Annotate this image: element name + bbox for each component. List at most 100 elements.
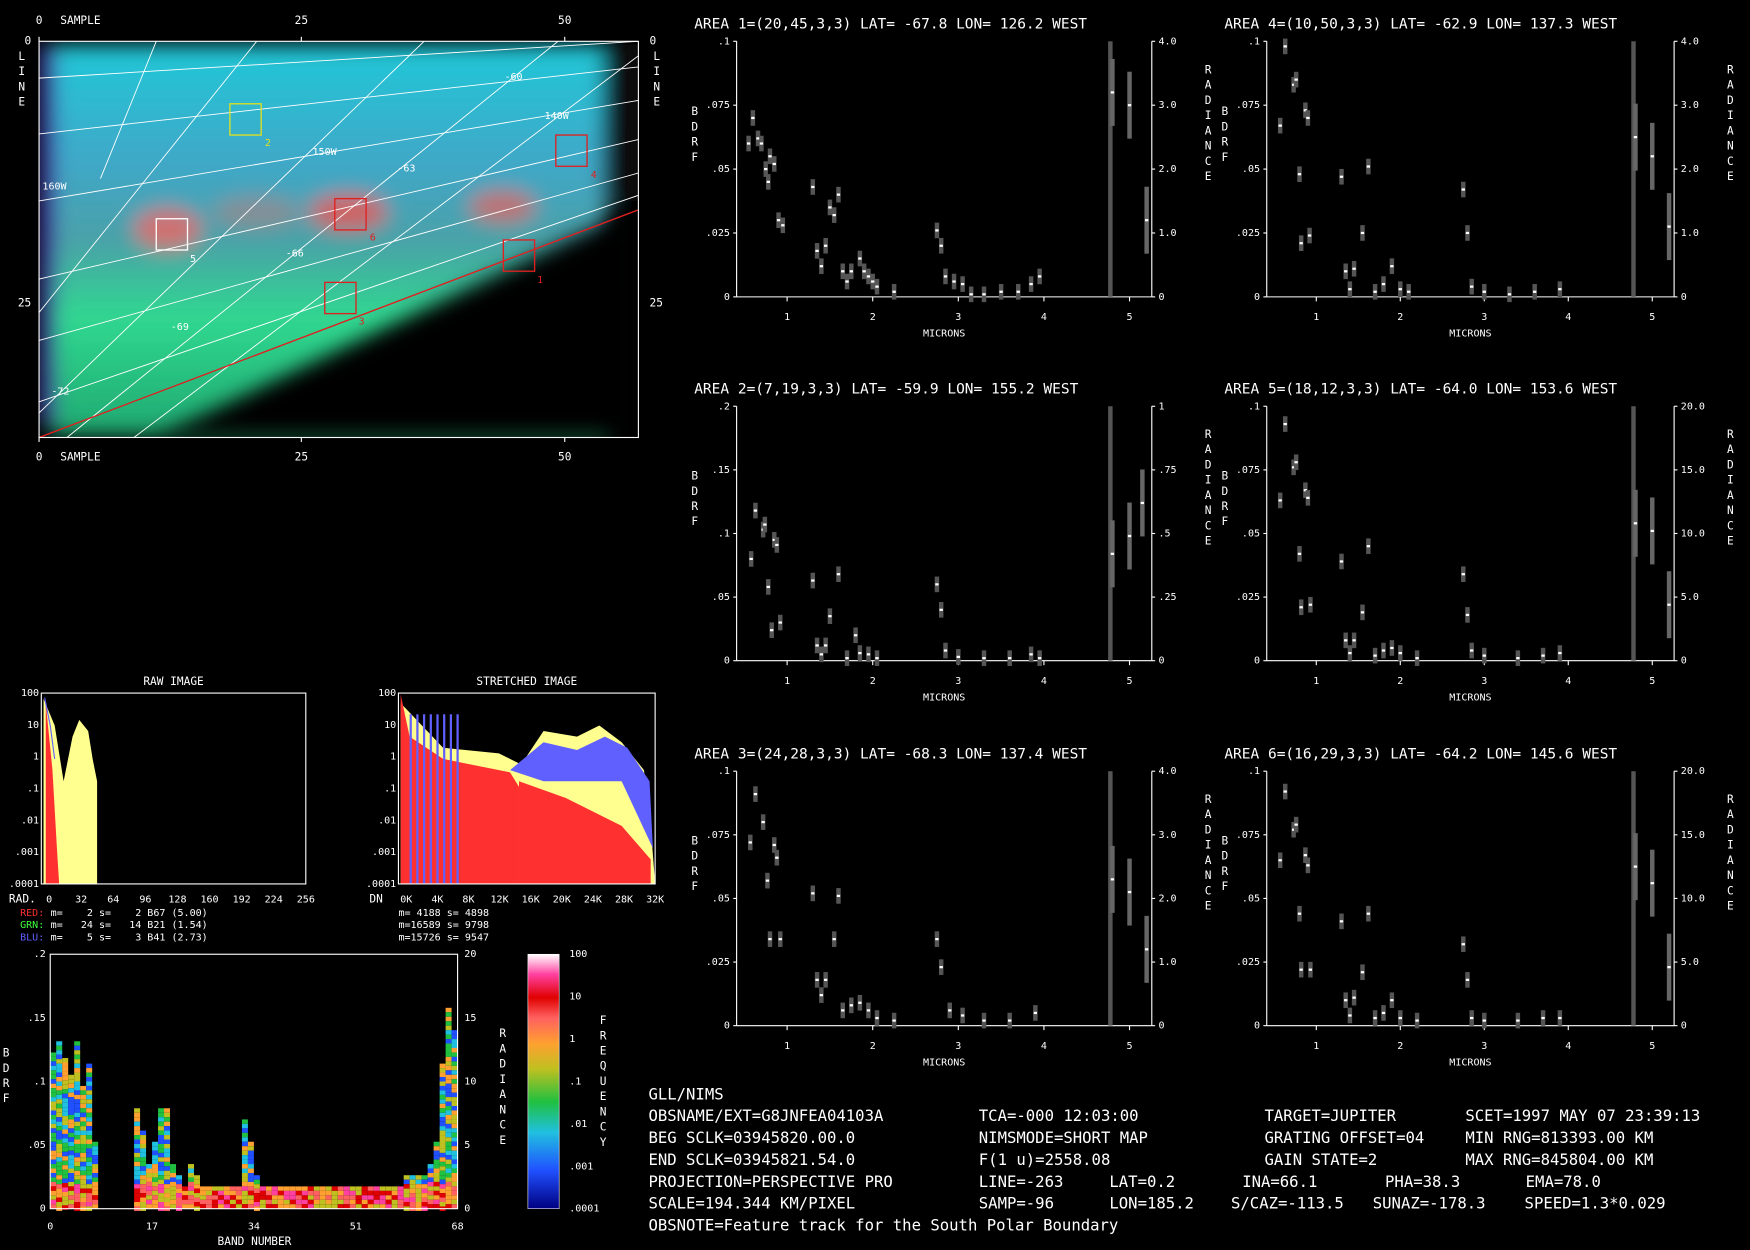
heat-cell bbox=[68, 1204, 75, 1209]
bdrf-point bbox=[828, 206, 832, 209]
heat-cell bbox=[445, 1025, 452, 1031]
heat-cell bbox=[56, 1090, 63, 1095]
heat-cell bbox=[265, 1190, 272, 1196]
heat-cell bbox=[397, 1199, 404, 1205]
heat-cell bbox=[445, 1083, 452, 1089]
heat-cell bbox=[385, 1190, 392, 1196]
heat-cell bbox=[74, 1050, 81, 1055]
heat-cell bbox=[403, 1188, 410, 1194]
heat-cell bbox=[247, 1199, 254, 1205]
label: .001 bbox=[372, 847, 396, 858]
heat-cell bbox=[313, 1186, 320, 1191]
bdrf-point bbox=[969, 293, 973, 296]
bdrf-point bbox=[832, 938, 836, 941]
radiance-point bbox=[1140, 501, 1145, 505]
heat-cell bbox=[451, 1070, 458, 1075]
label: 2 bbox=[870, 676, 876, 687]
heat-cell bbox=[355, 1204, 362, 1209]
radiance-point bbox=[1110, 91, 1115, 94]
heat-cell bbox=[445, 1150, 452, 1156]
bdrf-point bbox=[1558, 651, 1562, 655]
bdrf-point bbox=[1339, 175, 1344, 178]
heat-cell bbox=[379, 1199, 386, 1205]
heat-cell bbox=[337, 1190, 344, 1196]
heat-cell bbox=[62, 1116, 69, 1121]
heat-cell bbox=[152, 1141, 159, 1147]
heat-cell bbox=[445, 1034, 452, 1040]
heat-cell bbox=[170, 1177, 177, 1182]
heat-cell bbox=[421, 1193, 428, 1198]
heat-cell bbox=[445, 1021, 452, 1026]
bdrf-point bbox=[1373, 290, 1377, 293]
hist-red2 bbox=[518, 781, 651, 884]
heat-cell bbox=[68, 1101, 75, 1107]
heat-cell bbox=[439, 1179, 446, 1185]
label: .01 bbox=[569, 1119, 587, 1130]
bdrf-point bbox=[853, 634, 858, 637]
label: 1 bbox=[569, 1034, 575, 1045]
bdrf-point bbox=[1366, 912, 1371, 915]
heat-cell bbox=[68, 1123, 75, 1129]
heat-cell bbox=[164, 1152, 171, 1158]
heat-cell bbox=[253, 1184, 260, 1189]
heat-cell bbox=[80, 1184, 87, 1189]
label: m=15726 s= 9547 bbox=[398, 932, 489, 943]
label: RED: bbox=[20, 908, 44, 919]
heat-cell bbox=[188, 1168, 194, 1173]
label: .2 bbox=[34, 949, 46, 960]
heat-cell bbox=[68, 1186, 75, 1191]
heat-cell bbox=[241, 1172, 248, 1178]
label: AREA 3=(24,28,3,3) LAT= -68.3 LON= 137.4… bbox=[694, 746, 1087, 762]
heat-cell bbox=[253, 1188, 260, 1194]
heat-cell bbox=[415, 1193, 422, 1198]
radiance-point bbox=[1667, 225, 1671, 228]
heat-cell bbox=[421, 1202, 428, 1207]
heat-cell bbox=[391, 1195, 398, 1200]
heat-cell bbox=[445, 1168, 452, 1173]
heat-cell bbox=[415, 1184, 422, 1189]
heat-cell bbox=[80, 1152, 87, 1158]
heat-cell bbox=[205, 1190, 212, 1196]
label: m= 2 s= 2 B67 (5.00) bbox=[45, 908, 208, 919]
heat-cell bbox=[205, 1186, 212, 1191]
heat-cell bbox=[170, 1186, 177, 1191]
label: 10 bbox=[569, 992, 581, 1003]
label: 16K bbox=[522, 895, 540, 906]
map-image bbox=[39, 41, 639, 438]
hist-blue-strip bbox=[429, 714, 432, 884]
bdrf-point bbox=[1482, 290, 1486, 293]
heat-cell bbox=[74, 1085, 81, 1091]
heat-cell bbox=[253, 1179, 260, 1185]
label: 32 bbox=[75, 895, 87, 906]
label: 24K bbox=[584, 895, 602, 906]
heat-cell bbox=[74, 1135, 81, 1140]
heat-cell bbox=[295, 1190, 302, 1196]
heat-cell bbox=[427, 1199, 434, 1205]
label: 5.0 bbox=[1681, 592, 1699, 603]
heat-cell bbox=[451, 1195, 458, 1200]
heat-cell bbox=[170, 1172, 177, 1178]
heat-cell bbox=[445, 1065, 452, 1071]
heat-cell bbox=[391, 1199, 398, 1205]
label: 1 bbox=[784, 1041, 790, 1052]
radiance-point bbox=[1633, 865, 1638, 868]
heat-cell bbox=[421, 1184, 428, 1189]
heat-cell bbox=[451, 1101, 458, 1107]
heat-cell bbox=[140, 1184, 147, 1189]
label: LAT=0.2 bbox=[1109, 1173, 1175, 1191]
bdrf-point bbox=[935, 583, 939, 586]
heat-cell bbox=[241, 1195, 248, 1200]
heat-cell bbox=[301, 1199, 308, 1205]
bdrf-point bbox=[1390, 646, 1394, 650]
heat-cell bbox=[445, 1030, 452, 1035]
label: AREA 2=(7,19,3,3) LAT= -59.9 LON= 155.2 … bbox=[694, 382, 1078, 398]
bdrf-point bbox=[858, 257, 862, 260]
heat-cell bbox=[80, 1143, 87, 1149]
label: 1 bbox=[784, 312, 790, 323]
heat-cell bbox=[451, 1097, 458, 1102]
bdrf-point bbox=[939, 244, 943, 247]
heat-cell bbox=[68, 1141, 75, 1147]
bdrf-point bbox=[1291, 83, 1296, 86]
heat-cell bbox=[241, 1128, 248, 1133]
bdrf-point bbox=[1339, 920, 1344, 923]
